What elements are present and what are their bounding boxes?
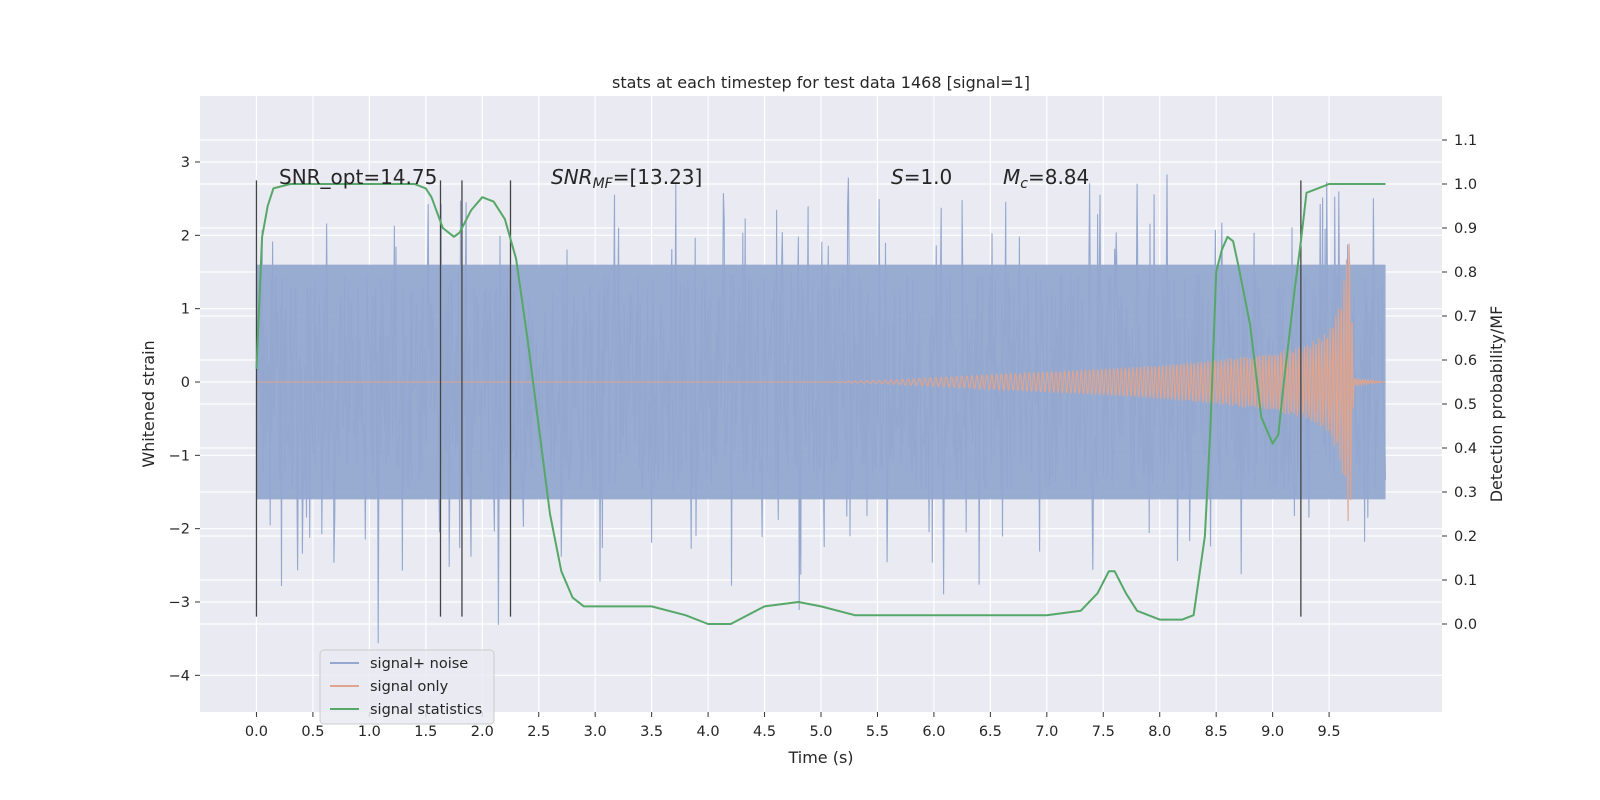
right-y-tick-label: 1.1 <box>1454 133 1477 149</box>
x-tick-label: 7.5 <box>1092 724 1115 740</box>
y-tick-label: 3 <box>181 155 190 171</box>
y-axis-label: Whitened strain <box>139 340 158 467</box>
right-y-tick-label: 0.6 <box>1454 353 1477 369</box>
x-tick-label: 9.0 <box>1261 724 1284 740</box>
right-y-tick-label: 0.7 <box>1454 309 1477 325</box>
right-y-tick-label: 0.4 <box>1454 441 1477 457</box>
s-variable: S <box>891 165 904 189</box>
x-axis-ticks: 0.0 0.5 1.0 1.5 2.0 2.5 3.0 3.5 4.0 4.5 5.0 5.5 6.0 6… <box>245 712 1341 740</box>
x-tick-label: 1.5 <box>414 724 437 740</box>
annotation-mc: Mc=8.84 <box>1003 165 1089 192</box>
y-tick-label: −4 <box>169 668 190 684</box>
x-tick-label: 6.5 <box>979 724 1002 740</box>
y-tick-label: −3 <box>169 595 190 611</box>
right-y-tick-label: 0.9 <box>1454 221 1477 237</box>
series-signal-statistics <box>255 183 1386 625</box>
signal-plus-noise-line <box>255 174 1387 644</box>
x-tick-label: 5.0 <box>809 724 832 740</box>
annotation-s: S=1.0 <box>891 165 952 189</box>
x-tick-label: 2.0 <box>471 724 494 740</box>
signal-statistics-line <box>255 183 1386 625</box>
vertical-marker-lines <box>255 180 1302 617</box>
x-axis-label: Time (s) <box>787 748 853 767</box>
legend-label-signal-plus-noise: signal+ noise <box>370 656 468 672</box>
x-tick-label: 2.5 <box>527 724 550 740</box>
right-y-tick-label: 0.0 <box>1454 617 1477 633</box>
right-y-tick-label: 0.3 <box>1454 485 1477 501</box>
x-tick-label: 0.0 <box>245 724 268 740</box>
mc-value: =8.84 <box>1028 165 1089 189</box>
x-tick-label: 3.0 <box>584 724 607 740</box>
right-y-tick-label: 1.0 <box>1454 177 1477 193</box>
right-y-tick-label: 0.1 <box>1454 573 1477 589</box>
x-tick-label: 1.0 <box>358 724 381 740</box>
x-tick-label: 5.5 <box>866 724 889 740</box>
x-tick-label: 8.0 <box>1148 724 1171 740</box>
x-tick-label: 8.5 <box>1205 724 1228 740</box>
x-tick-label: 6.0 <box>922 724 945 740</box>
mc-base: M <box>1003 165 1020 189</box>
right-y-tick-label: 0.8 <box>1454 265 1477 281</box>
x-tick-label: 4.5 <box>753 724 776 740</box>
legend-label-signal-only: signal only <box>370 679 449 695</box>
y-axis-ticks: 3 2 1 0 −1 −2 −3 −4 <box>169 155 200 684</box>
legend-label-signal-statistics: signal statistics <box>370 702 482 718</box>
legend: signal+ noise signal only signal statist… <box>319 649 495 725</box>
right-y-tick-label: 0.2 <box>1454 529 1477 545</box>
y-tick-label: 1 <box>181 302 190 318</box>
x-tick-label: 4.0 <box>697 724 720 740</box>
x-tick-label: 3.5 <box>640 724 663 740</box>
x-tick-label: 9.5 <box>1318 724 1341 740</box>
right-y-axis-label: Detection probability/MF <box>1487 306 1506 503</box>
mc-subscript: c <box>1020 176 1028 192</box>
chart-title: stats at each timestep for test data 146… <box>612 73 1030 92</box>
signal-only-line <box>256 243 1386 522</box>
y-tick-label: 2 <box>181 228 190 244</box>
x-tick-label: 0.5 <box>301 724 324 740</box>
snr-mf-base: SNR <box>551 165 593 189</box>
s-value: =1.0 <box>904 165 953 189</box>
y-tick-label: −2 <box>169 522 190 538</box>
legend-box <box>319 649 495 725</box>
right-y-tick-label: 0.5 <box>1454 397 1477 413</box>
snr-mf-subscript: MF <box>593 176 614 192</box>
snr-mf-value: =[13.23] <box>613 165 703 189</box>
right-y-axis-ticks: 1.1 1.0 0.9 0.8 0.7 0.6 0.5 0.4 0.3 0.2 0.1 0.0 <box>1442 133 1477 633</box>
y-tick-label: −1 <box>169 448 190 464</box>
x-tick-label: 7.0 <box>1035 724 1058 740</box>
annotation-snr-opt: SNR_opt=14.75 <box>279 165 437 189</box>
y-tick-label: 0 <box>181 375 190 391</box>
annotation-snr-mf: SNRMF=[13.23] <box>551 165 702 192</box>
series-signal-only <box>256 243 1386 522</box>
